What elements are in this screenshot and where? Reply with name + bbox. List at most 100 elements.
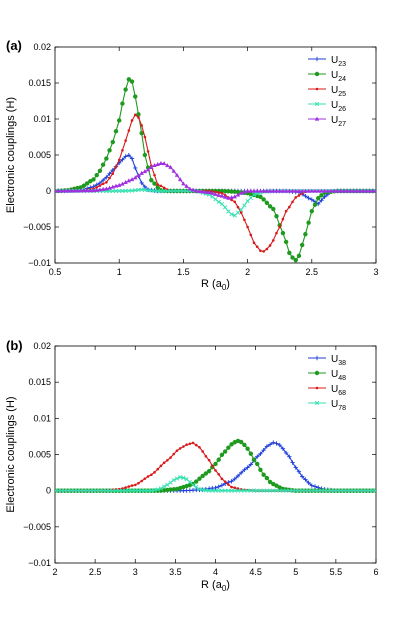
data-point [248, 451, 254, 456]
data-point [200, 473, 205, 479]
data-point [184, 476, 189, 482]
data-point [251, 188, 257, 193]
data-point [59, 188, 64, 193]
data-point [294, 196, 298, 199]
data-point [133, 165, 138, 171]
data-point [130, 119, 134, 122]
series-U78 [55, 475, 376, 493]
data-point [255, 188, 260, 193]
series-U38 [55, 440, 376, 493]
legend-entry: U68 [331, 384, 346, 397]
series-U24 [55, 77, 376, 263]
data-point [88, 488, 93, 493]
data-point [107, 171, 112, 176]
data-point [181, 181, 186, 186]
x-tick-label: 2.5 [306, 267, 319, 277]
data-point [271, 440, 276, 445]
data-point [142, 152, 148, 158]
data-point [242, 488, 247, 493]
data-point [373, 188, 376, 193]
data-point [232, 476, 237, 482]
data-point [338, 188, 343, 193]
data-point [101, 182, 105, 186]
data-point [306, 220, 311, 225]
data-point [97, 488, 103, 493]
y-tick-label: 0.015 [28, 377, 51, 387]
series-line [55, 78, 376, 261]
data-point [100, 178, 106, 183]
data-point [259, 249, 262, 253]
data-point [107, 148, 112, 153]
data-point [203, 189, 209, 194]
data-point [261, 447, 266, 453]
data-point [322, 188, 327, 193]
data-point [56, 488, 61, 493]
data-point [149, 178, 154, 183]
x-tick-label: 3 [133, 567, 138, 577]
legend-entry: U48 [331, 369, 346, 382]
data-point [284, 488, 289, 493]
legend-entry: U78 [331, 399, 346, 412]
data-point [153, 173, 156, 177]
data-point [108, 176, 111, 180]
data-point [267, 204, 273, 209]
data-point [299, 242, 305, 248]
data-point [156, 183, 160, 186]
x-tick-label: 0.5 [49, 267, 62, 277]
data-point [312, 488, 318, 493]
data-point [65, 488, 70, 493]
data-point [299, 474, 305, 479]
data-point [62, 188, 67, 193]
data-point [197, 188, 202, 193]
data-point [316, 188, 321, 193]
data-point [280, 446, 286, 451]
data-point [140, 124, 143, 127]
data-point [216, 484, 221, 489]
data-point [290, 188, 295, 193]
data-point [255, 245, 259, 249]
data-point [248, 195, 253, 200]
data-point [264, 488, 269, 493]
legend-entry: U24 [331, 70, 346, 83]
x-tick-label: 3.5 [169, 567, 182, 577]
legend-swatch-marker [314, 116, 320, 121]
data-point [280, 188, 286, 193]
data-point [110, 188, 115, 194]
series-U23 [55, 152, 376, 207]
data-point [216, 488, 221, 493]
legend: U38 U48 U68 U78 [308, 354, 346, 412]
data-point [120, 101, 125, 106]
data-point [84, 188, 90, 193]
data-point [206, 190, 212, 195]
data-point [117, 158, 121, 162]
data-point [299, 188, 305, 193]
data-point [197, 476, 202, 481]
data-point [217, 191, 221, 194]
data-point [344, 488, 350, 493]
data-point [261, 188, 266, 193]
data-point [140, 479, 143, 483]
data-point [351, 188, 356, 193]
data-point [242, 203, 247, 208]
data-point [312, 188, 318, 193]
data-point [187, 479, 192, 485]
data-point [293, 188, 298, 193]
data-point [297, 194, 301, 197]
data-point [178, 188, 183, 194]
data-point [149, 164, 154, 169]
data-point [262, 250, 265, 253]
data-point [175, 449, 179, 452]
data-point [239, 207, 244, 212]
data-point [120, 488, 125, 493]
data-point [156, 467, 160, 471]
data-point [264, 475, 270, 481]
data-point [155, 162, 160, 167]
data-point [143, 135, 147, 139]
data-point [235, 192, 241, 197]
data-point [287, 488, 292, 493]
data-point [249, 233, 253, 237]
data-point [161, 161, 167, 166]
data-point [117, 488, 122, 493]
data-point [142, 184, 148, 190]
data-point [178, 475, 183, 480]
